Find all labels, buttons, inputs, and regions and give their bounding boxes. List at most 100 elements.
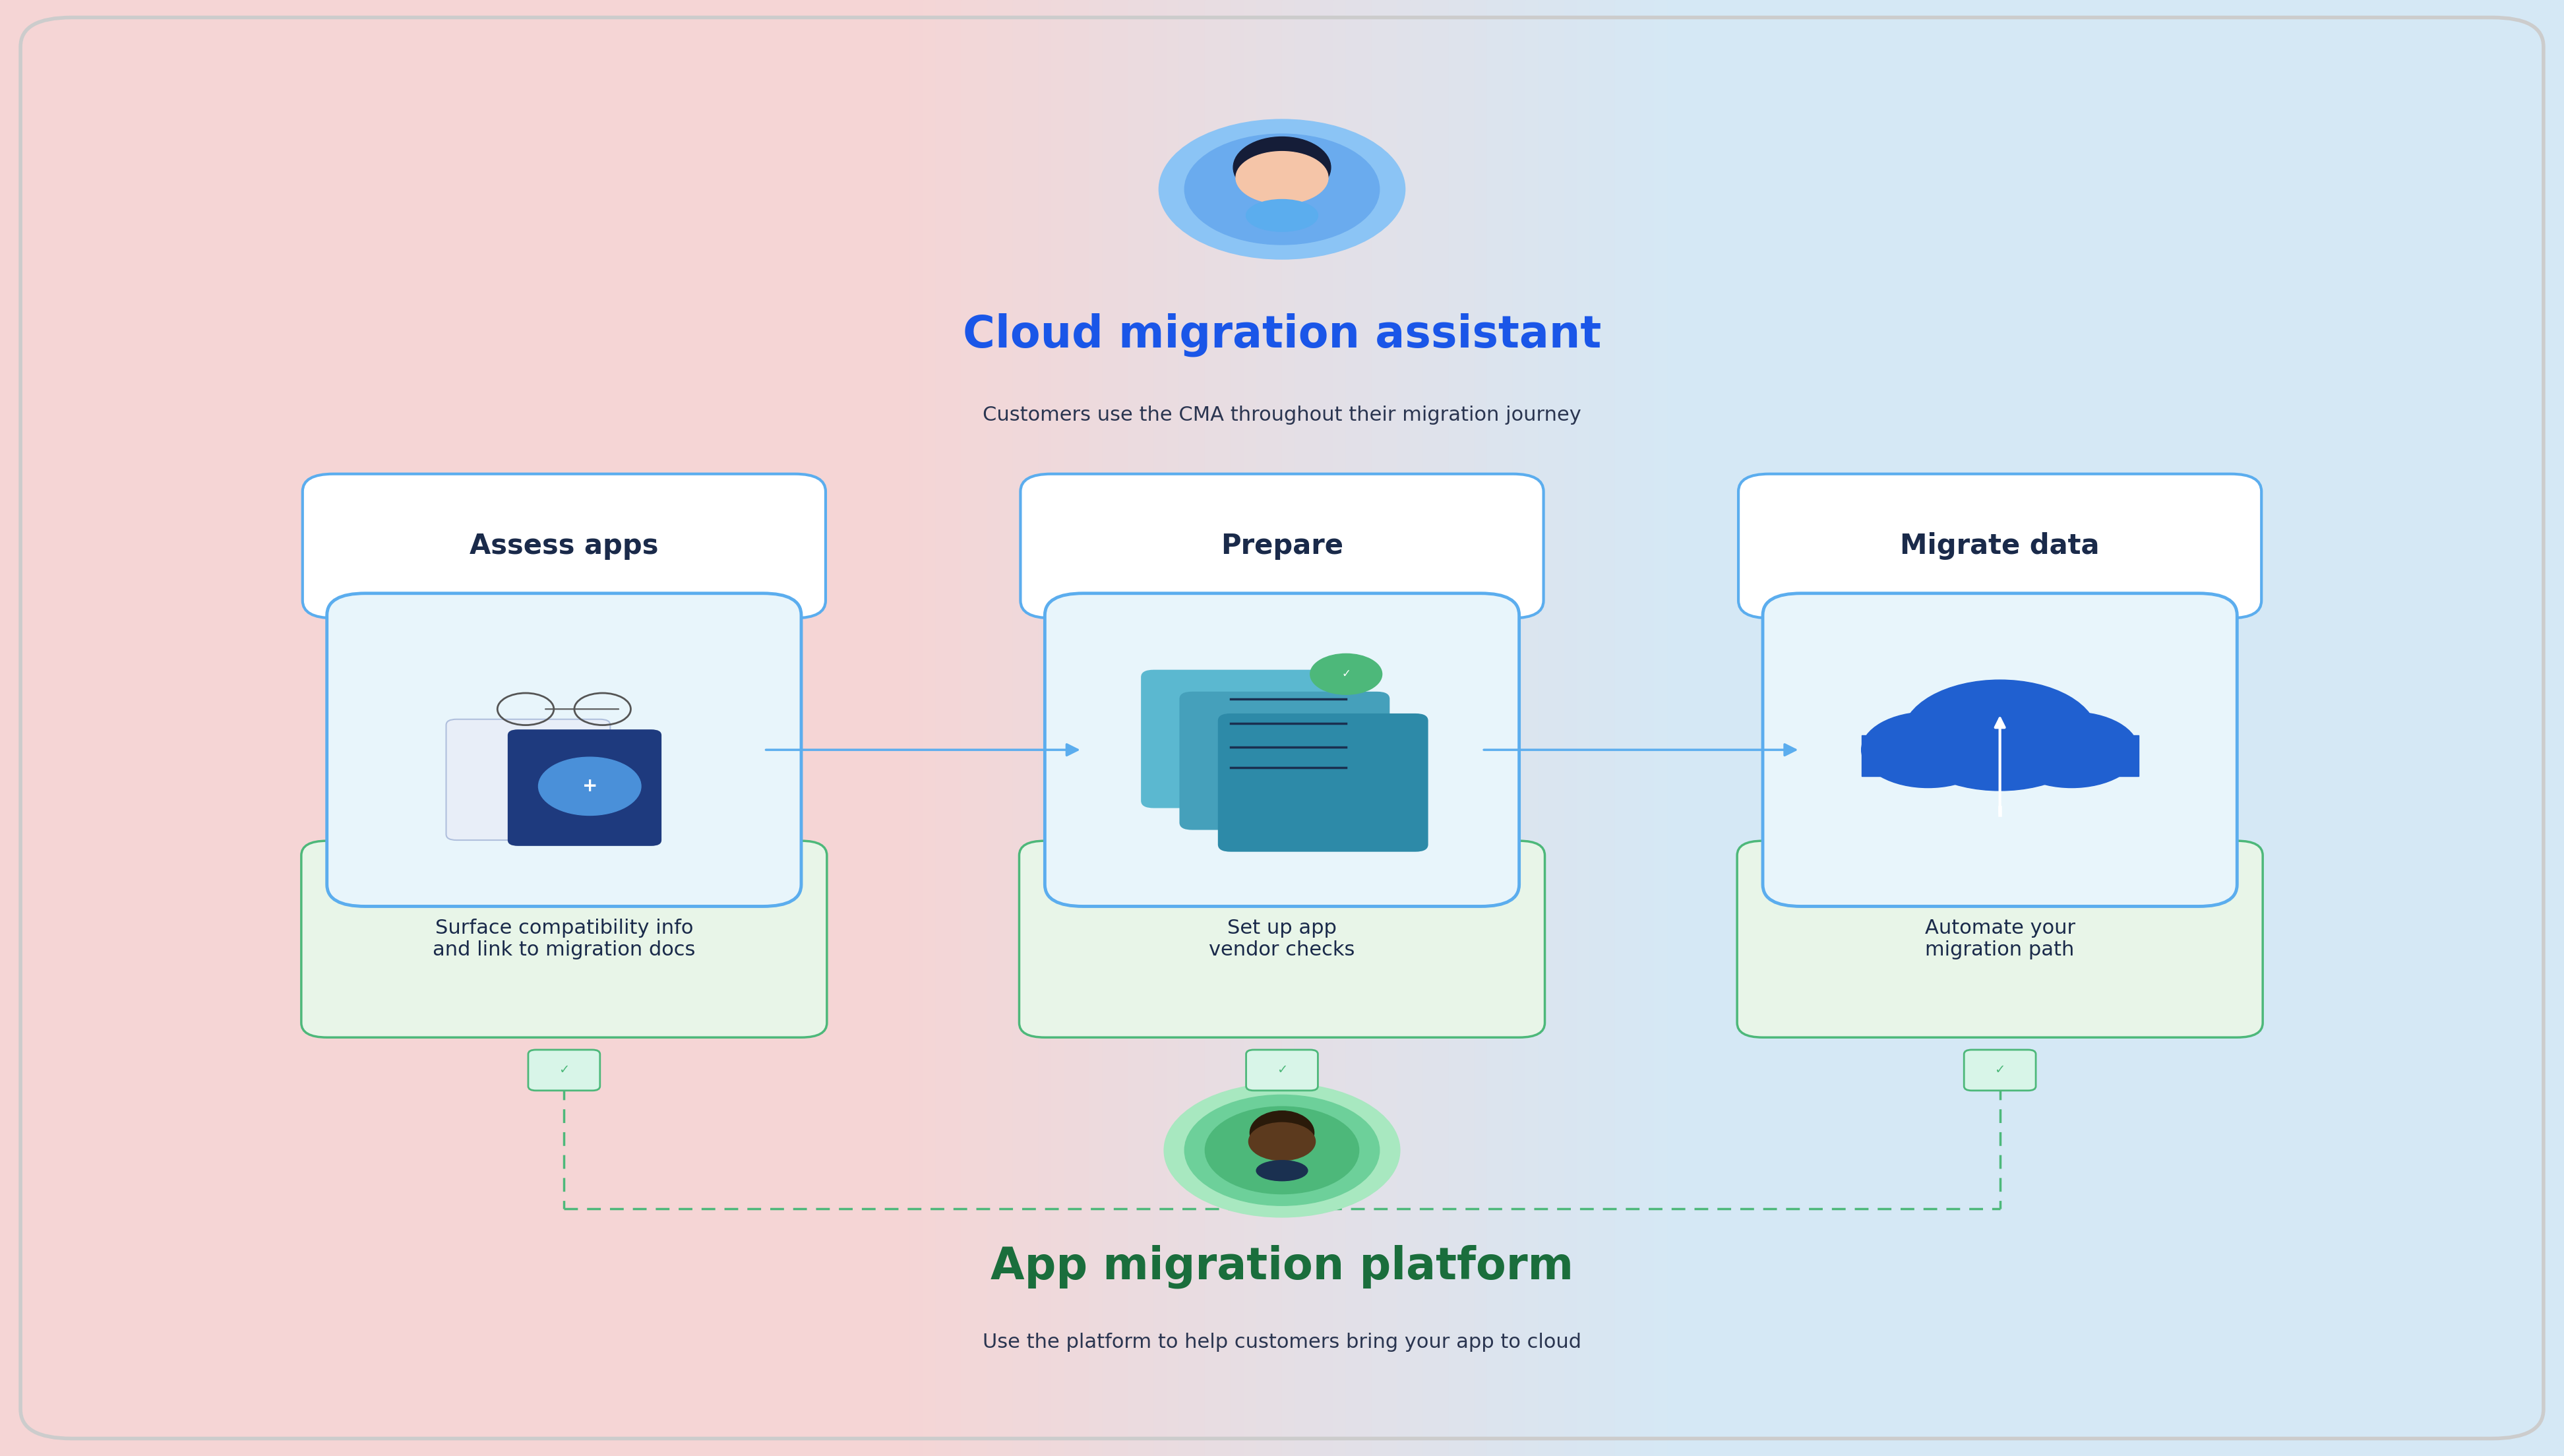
- Bar: [1000, 0, 1013, 1456]
- Bar: [1051, 0, 1064, 1456]
- Ellipse shape: [1256, 1160, 1308, 1181]
- Bar: [1333, 0, 1346, 1456]
- Bar: [1436, 0, 1449, 1456]
- Ellipse shape: [1246, 199, 1318, 232]
- Circle shape: [1861, 712, 1995, 788]
- Circle shape: [1159, 119, 1405, 259]
- Text: ✓: ✓: [1995, 1064, 2005, 1076]
- Bar: [1154, 0, 1167, 1456]
- FancyBboxPatch shape: [328, 594, 800, 906]
- Bar: [1551, 0, 1564, 1456]
- Bar: [1256, 0, 1269, 1456]
- Bar: [1320, 0, 1333, 1456]
- Circle shape: [1902, 680, 2097, 791]
- Bar: [1167, 0, 1179, 1456]
- Bar: [1141, 0, 1154, 1456]
- Bar: [1615, 0, 1628, 1456]
- Bar: [897, 0, 910, 1456]
- Bar: [1474, 0, 1487, 1456]
- Bar: [1077, 0, 1090, 1456]
- Bar: [1154, 0, 2564, 1456]
- Bar: [974, 0, 987, 1456]
- FancyBboxPatch shape: [1179, 692, 1390, 830]
- Circle shape: [1205, 1107, 1359, 1194]
- Bar: [923, 0, 936, 1456]
- Bar: [1861, 735, 2138, 776]
- Bar: [1282, 0, 1295, 1456]
- Bar: [1026, 0, 1038, 1456]
- Bar: [1538, 0, 1551, 1456]
- Bar: [1218, 0, 1231, 1456]
- Bar: [1064, 0, 1077, 1456]
- FancyBboxPatch shape: [303, 475, 826, 617]
- Circle shape: [1164, 1083, 1400, 1217]
- Ellipse shape: [1251, 1111, 1313, 1155]
- Bar: [1179, 0, 1192, 1456]
- Bar: [1205, 0, 1218, 1456]
- FancyBboxPatch shape: [1218, 713, 1428, 852]
- Bar: [1397, 0, 1410, 1456]
- FancyBboxPatch shape: [1046, 594, 1518, 906]
- Bar: [1577, 0, 1590, 1456]
- FancyBboxPatch shape: [1738, 842, 2261, 1037]
- Text: +: +: [582, 778, 597, 795]
- FancyBboxPatch shape: [1141, 670, 1351, 808]
- Bar: [1654, 0, 1667, 1456]
- Bar: [1526, 0, 1538, 1456]
- Bar: [1115, 0, 1128, 1456]
- FancyBboxPatch shape: [1964, 1050, 2036, 1091]
- FancyBboxPatch shape: [1020, 475, 1544, 617]
- FancyBboxPatch shape: [528, 1050, 600, 1091]
- Bar: [936, 0, 949, 1456]
- Bar: [1308, 0, 1320, 1456]
- Bar: [1423, 0, 1436, 1456]
- FancyBboxPatch shape: [1738, 475, 2261, 617]
- Bar: [1359, 0, 1372, 1456]
- Bar: [1346, 0, 1359, 1456]
- FancyBboxPatch shape: [303, 842, 826, 1037]
- Text: ✓: ✓: [559, 1064, 569, 1076]
- Bar: [1103, 0, 1115, 1456]
- FancyBboxPatch shape: [1764, 594, 2236, 906]
- Text: Automate your
migration path: Automate your migration path: [1926, 919, 2074, 960]
- Text: ✓: ✓: [1277, 1064, 1287, 1076]
- Text: Customers use the CMA throughout their migration journey: Customers use the CMA throughout their m…: [982, 405, 1582, 425]
- Circle shape: [1185, 1095, 1379, 1206]
- Bar: [1128, 0, 1141, 1456]
- Bar: [1372, 0, 1385, 1456]
- Bar: [1602, 0, 1615, 1456]
- FancyBboxPatch shape: [508, 729, 662, 846]
- Circle shape: [538, 757, 641, 815]
- Bar: [1385, 0, 1397, 1456]
- Bar: [1038, 0, 1051, 1456]
- Bar: [1244, 0, 1256, 1456]
- Bar: [1500, 0, 1513, 1456]
- Bar: [987, 0, 1000, 1456]
- Bar: [1628, 0, 1641, 1456]
- Bar: [0, 0, 1410, 1456]
- Circle shape: [1185, 134, 1379, 245]
- Bar: [1641, 0, 1654, 1456]
- Circle shape: [1310, 654, 1382, 695]
- Bar: [1013, 0, 1026, 1456]
- FancyBboxPatch shape: [1246, 1050, 1318, 1091]
- Text: Prepare: Prepare: [1220, 531, 1344, 561]
- Bar: [1410, 0, 1423, 1456]
- Bar: [949, 0, 962, 1456]
- Text: Migrate data: Migrate data: [1900, 531, 2100, 561]
- Bar: [910, 0, 923, 1456]
- Text: Surface compatibility info
and link to migration docs: Surface compatibility info and link to m…: [433, 919, 695, 960]
- Circle shape: [1236, 151, 1328, 204]
- Text: App migration platform: App migration platform: [990, 1245, 1574, 1289]
- Text: Assess apps: Assess apps: [469, 531, 659, 561]
- FancyBboxPatch shape: [446, 719, 610, 840]
- Bar: [1461, 0, 1474, 1456]
- Bar: [1513, 0, 1526, 1456]
- Circle shape: [1249, 1123, 1315, 1160]
- Bar: [962, 0, 974, 1456]
- Bar: [1487, 0, 1500, 1456]
- Bar: [1590, 0, 1602, 1456]
- Text: Use the platform to help customers bring your app to cloud: Use the platform to help customers bring…: [982, 1332, 1582, 1353]
- Text: Set up app
vendor checks: Set up app vendor checks: [1210, 919, 1354, 960]
- Text: Cloud migration assistant: Cloud migration assistant: [962, 313, 1602, 357]
